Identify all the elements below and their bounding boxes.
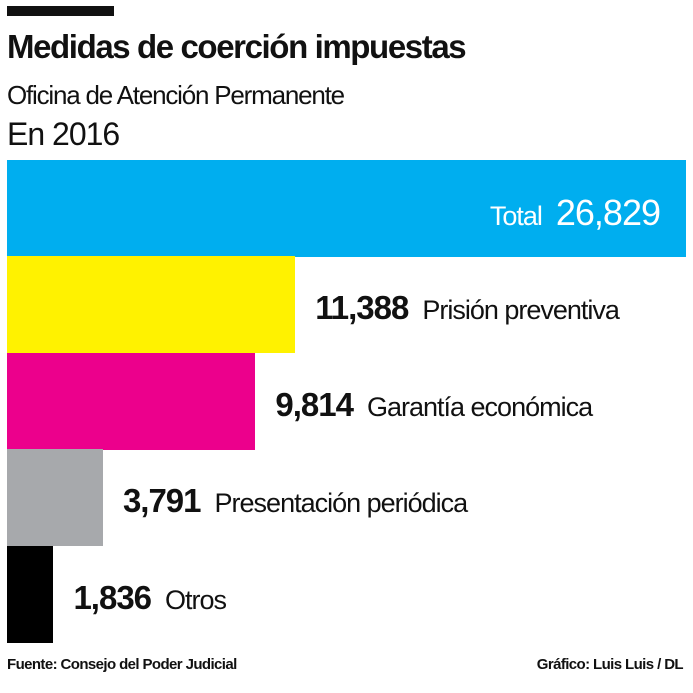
bar-label: 11,388 Prisión preventiva <box>315 289 620 327</box>
category-label: Otros <box>165 584 227 615</box>
value-label: 11,388 <box>315 289 409 327</box>
category-label: Garantía económica <box>366 391 593 422</box>
title-accent-bar <box>7 6 114 16</box>
bar-4 <box>7 545 54 643</box>
bar-label: 26,829 Total <box>489 192 661 234</box>
bar-label: 1,836 Otros <box>73 578 227 617</box>
value-label: 26,829 <box>555 192 661 233</box>
chart-title: Medidas de coerción impuestas <box>7 28 467 65</box>
chart-year: En 2016 <box>7 116 120 152</box>
category-label: Prisión preventiva <box>422 295 620 326</box>
value-label: 3,791 <box>122 482 202 520</box>
bar-0 <box>7 160 686 257</box>
value-label: 1,836 <box>73 578 152 616</box>
bar-1 <box>7 256 296 354</box>
bar-chart: 26,829 Total 11,388 Prisión preventiva 9,814… <box>0 160 693 643</box>
value-label: 9,814 <box>275 385 354 423</box>
bar-label: 3,791 Presentación periódica <box>122 482 469 520</box>
category-label: Total <box>489 201 543 231</box>
category-label: Presentación periódica <box>214 488 469 519</box>
chart-subtitle: Oficina de Atención Permanente <box>7 80 345 110</box>
bar-3 <box>7 449 103 547</box>
bar-label: 9,814 Garantía económica <box>275 385 593 424</box>
bar-2 <box>7 352 256 450</box>
credit-note: Gráfico: Luis Luis / DL <box>536 656 684 673</box>
source-note: Fuente: Consejo del Poder Judicial <box>7 656 237 673</box>
